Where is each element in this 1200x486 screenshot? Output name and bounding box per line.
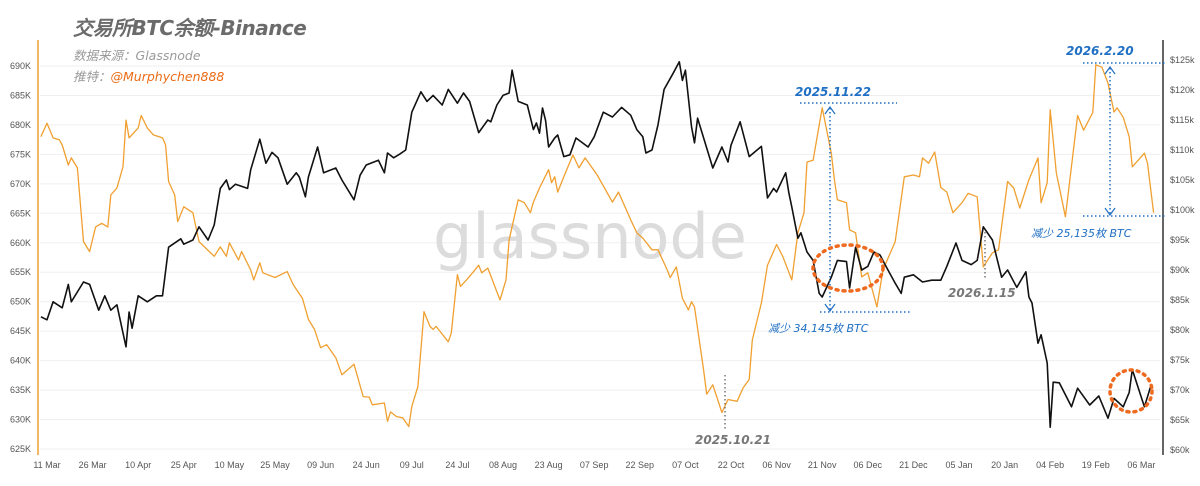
chart-title: 交易所BTC余额-Binance bbox=[73, 16, 307, 40]
x-tick-label: 26 Mar bbox=[79, 460, 107, 470]
right-tick-label: $75k bbox=[1170, 355, 1190, 365]
x-tick-label: 06 Dec bbox=[854, 460, 883, 470]
right-tick-label: $80k bbox=[1170, 325, 1190, 335]
x-tick-label: 07 Sep bbox=[580, 460, 609, 470]
source-label: 数据来源： bbox=[73, 48, 136, 63]
annotation-date-feb: 2026.2.20 bbox=[1066, 44, 1134, 58]
x-tick-label: 21 Nov bbox=[808, 460, 837, 470]
highlight-ellipse-mar bbox=[1108, 368, 1154, 414]
arrow-head-icon bbox=[1104, 65, 1116, 217]
balance-series-line bbox=[40, 64, 1155, 428]
highlight-ellipse-nov bbox=[811, 243, 885, 293]
left-tick-label: 680K bbox=[10, 120, 31, 130]
x-tick-label: 11 Mar bbox=[33, 460, 60, 470]
right-tick-label: $60k bbox=[1170, 445, 1190, 455]
left-tick-label: 635K bbox=[10, 385, 31, 395]
left-tick-label: 645K bbox=[10, 326, 31, 336]
right-tick-label: $85k bbox=[1170, 295, 1190, 305]
x-tick-label: 21 Dec bbox=[899, 460, 928, 470]
x-tick-label: 10 May bbox=[215, 460, 245, 470]
left-tick-label: 690K bbox=[10, 61, 31, 71]
watermark: glassnode bbox=[433, 200, 747, 273]
x-tick-label: 08 Aug bbox=[489, 460, 517, 470]
x-tick-label: 10 Apr bbox=[125, 460, 151, 470]
x-tick-label: 24 Jul bbox=[445, 460, 469, 470]
x-tick-label: 04 Feb bbox=[1036, 460, 1064, 470]
x-tick-label: 07 Oct bbox=[672, 460, 699, 470]
left-tick-label: 675K bbox=[10, 149, 31, 159]
right-tick-label: $100k bbox=[1170, 205, 1195, 215]
right-tick-label: $125k bbox=[1170, 55, 1195, 65]
x-tick-label: 24 Jun bbox=[353, 460, 380, 470]
twitter-line: 推特：@Murphychen888 bbox=[73, 66, 224, 85]
left-tick-label: 685K bbox=[10, 90, 31, 100]
x-tick-label: 19 Feb bbox=[1082, 460, 1110, 470]
left-tick-label: 655K bbox=[10, 267, 31, 277]
left-tick-label: 640K bbox=[10, 356, 31, 366]
right-tick-label: $115k bbox=[1170, 115, 1194, 125]
twitter-label: 推特： bbox=[73, 69, 111, 84]
source-value: Glassnode bbox=[135, 48, 201, 63]
x-tick-label: 05 Jan bbox=[945, 460, 972, 470]
x-tick-label: 25 Apr bbox=[171, 460, 197, 470]
twitter-handle: @Murphychen888 bbox=[110, 69, 225, 84]
x-tick-label: 22 Sep bbox=[626, 460, 655, 470]
arrow-head-icon bbox=[824, 105, 836, 313]
annotation-drop-feb: 减少 25,135枚 BTC bbox=[1031, 227, 1132, 240]
x-tick-label: 25 May bbox=[260, 460, 290, 470]
x-tick-label: 09 Jul bbox=[400, 460, 424, 470]
right-tick-label: $90k bbox=[1170, 265, 1190, 275]
left-tick-label: 670K bbox=[10, 179, 31, 189]
annotation-date-oct: 2025.10.21 bbox=[695, 433, 771, 447]
x-tick-label: 22 Oct bbox=[718, 460, 745, 470]
source-line: 数据来源：Glassnode bbox=[73, 45, 201, 64]
x-tick-label: 06 Mar bbox=[1127, 460, 1155, 470]
price-series-line bbox=[40, 61, 1152, 428]
left-tick-label: 625K bbox=[10, 444, 31, 454]
left-tick-label: 650K bbox=[10, 297, 31, 307]
right-tick-label: $70k bbox=[1170, 385, 1190, 395]
right-tick-label: $105k bbox=[1170, 175, 1195, 185]
right-tick-label: $65k bbox=[1170, 415, 1190, 425]
left-tick-label: 630K bbox=[10, 415, 31, 425]
x-tick-label: 06 Nov bbox=[762, 460, 791, 470]
right-tick-label: $120k bbox=[1170, 85, 1195, 95]
right-tick-label: $110k bbox=[1170, 145, 1194, 155]
annotation-drop-nov: 减少 34,145枚 BTC bbox=[768, 322, 869, 335]
x-tick-label: 23 Aug bbox=[535, 460, 563, 470]
left-tick-label: 665K bbox=[10, 208, 31, 218]
right-tick-label: $95k bbox=[1170, 235, 1190, 245]
annotation-date-jan: 2026.1.15 bbox=[948, 286, 1016, 300]
x-tick-label: 20 Jan bbox=[991, 460, 1018, 470]
left-tick-label: 660K bbox=[10, 238, 31, 248]
x-tick-label: 09 Jun bbox=[307, 460, 334, 470]
annotation-date-nov: 2025.11.22 bbox=[795, 85, 871, 99]
